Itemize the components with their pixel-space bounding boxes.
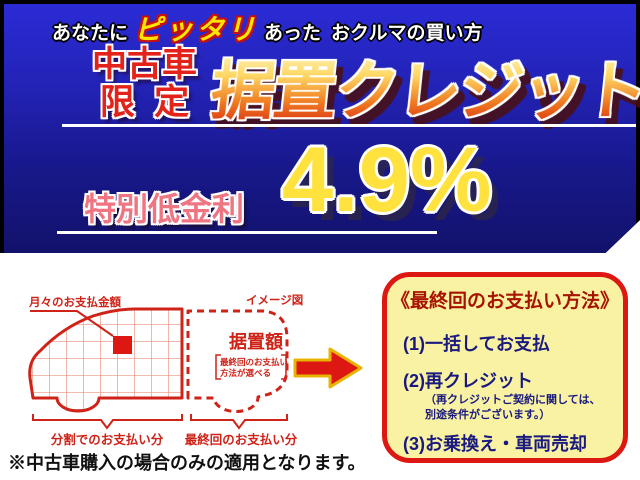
- divider-line-top: [62, 124, 636, 127]
- used-car-only-badge: 中古車 限定: [92, 46, 197, 122]
- rate-value: 4.9%: [282, 129, 492, 231]
- panel-note-line2: 別途条件がございます。）: [425, 408, 551, 421]
- panel-note-line1: （再クレジットご契約に関しては、: [425, 394, 601, 406]
- installment-label: 分割でのお支払い分: [51, 432, 164, 447]
- brace-final: [190, 414, 288, 430]
- rate-label: 特別低金利: [84, 191, 245, 227]
- monthly-label: 月々のお支払金額: [28, 295, 121, 309]
- divider-line-bottom: [57, 231, 437, 234]
- badge-line2: 限定: [99, 83, 209, 122]
- banner-gradient: [4, 4, 636, 253]
- brace-installment: [32, 414, 183, 430]
- main-title: 据置クレジット: [207, 40, 640, 132]
- monthly-payment-cell: [113, 336, 132, 354]
- final-label: 最終回のお支払い分: [185, 432, 298, 447]
- panel-option-2-note: （再クレジットご契約に関しては、 別途条件がございます。）: [425, 393, 623, 423]
- deferred-note-line2: 方法が選べる: [220, 368, 271, 378]
- tagline-part3: おクルマの買い方: [331, 23, 483, 44]
- panel-option-1: (1)一括してお支払: [403, 334, 550, 354]
- tagline: あなたに ピッタリ あった おクルマの買い方: [52, 8, 482, 48]
- panel-option-2: (2)再クレジット: [403, 371, 533, 391]
- car-front-outline: [28, 307, 184, 413]
- promo-banner: あなたに ピッタリ あった おクルマの買い方 中古車 限定 据置クレジット 特別…: [0, 0, 640, 253]
- badge-line1: 中古車: [92, 45, 198, 84]
- note-bracket-right: [281, 354, 287, 380]
- note-bracket-left: [215, 354, 221, 380]
- panel-title: 《最終回のお支払い方法》: [390, 291, 619, 312]
- tagline-part1: あなたに: [52, 23, 129, 44]
- tagline-highlight: ピッタリ: [134, 14, 259, 45]
- deferred-label: 据置額: [229, 331, 283, 352]
- payment-diagram: 月々のお支払金額 イメージ図 据置額 最終回のお支払い 方法が選べる 分割でのお…: [28, 293, 363, 447]
- car-rear-dashed-outline: [186, 309, 289, 413]
- final-payment-panel: 《最終回のお支払い方法》 (1)一括してお支払 (2)再クレジット （再クレジッ…: [382, 272, 628, 463]
- deferred-note-line1: 最終回のお支払い: [220, 357, 288, 367]
- disclaimer-text: ※中古車購入の場合のみの適用となります。: [8, 453, 366, 473]
- diagram-caption: イメージ図: [246, 293, 303, 307]
- monthly-pointer-line: [30, 310, 114, 337]
- panel-option-3: (3)お乗換え・車両売却: [403, 433, 587, 454]
- arrow-right-icon: [293, 347, 363, 389]
- tagline-part2: あった: [264, 23, 322, 44]
